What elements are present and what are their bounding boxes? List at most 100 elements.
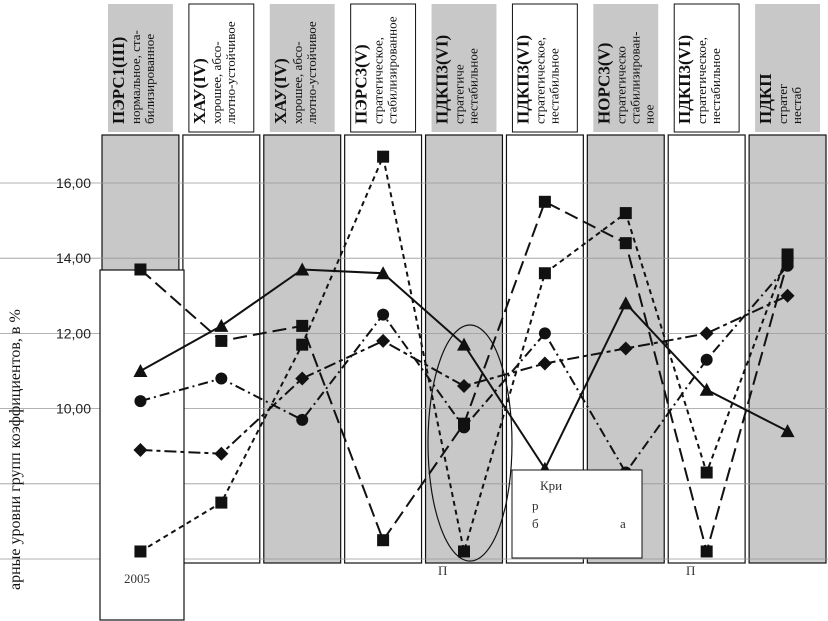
category-desc: нестаб [789,87,804,124]
callout-line: р [532,498,539,513]
data-point [376,333,391,348]
category-code: НОРС3(V) [594,43,613,124]
y-tick-label: 10,00 [56,401,91,417]
category-desc: стратегическо [613,46,628,124]
data-point [700,353,713,366]
category-header-label: ПДКП стратег нестаб [756,74,804,124]
category-header-box [511,3,578,133]
category-code: ПДКП3(VI) [433,35,452,124]
category-desc: лютно-устойчивое [304,21,319,124]
data-point [296,413,309,426]
data-point [619,207,632,220]
category-desc: стратегическое, [694,37,709,124]
category-desc: стратегическое, [532,37,547,124]
y-axis-label: арные уровни групп коэффициентов, в % [7,309,24,590]
category-header-label: ПДКП3(VI) стратегическое, нестабильное [513,35,561,124]
data-point [134,395,147,408]
category-header-box [269,4,335,132]
y-tick-label: 16,00 [56,175,91,191]
data-point [781,248,794,261]
bottom-label: П [686,563,695,578]
data-point [457,337,471,351]
category-code: ХАУ(IV) [271,58,290,124]
data-point [458,421,470,434]
category-header-box [593,4,659,132]
data-point [376,266,391,280]
column-headers: ПЭРС1(III) нормальное, ста-билизированное… [108,3,820,133]
data-point [215,334,228,347]
category-desc: стратег [775,84,790,124]
category-header-label: ХАУ(IV) хорошее, абсо-лютно-устойчивое [271,21,319,124]
category-desc: хорошее, абсо- [209,41,224,124]
data-point [296,319,309,332]
highlight-ellipse [427,324,513,562]
category-code: ПДКП3(VI) [513,35,532,124]
category-desc: стабилизирован- [627,31,642,124]
data-point [134,263,147,276]
series-5 [133,288,795,461]
category-desc: билизированное [142,34,157,124]
series-3 [134,150,794,558]
category-desc: нестабильное [708,48,723,124]
data-point [619,237,632,250]
callout-line: а [620,516,626,531]
callout-line: Кри [540,478,562,493]
category-header-label: ПДКП3(VI) стратегическое, нестабильное [675,35,723,124]
data-point [295,262,310,276]
category-header-label: ПЭРС1(III) нормальное, ста-билизированное [109,30,157,124]
category-desc: стабилизированное [385,16,400,124]
data-point [457,379,471,394]
y-tick-label: 14,00 [56,250,91,266]
data-point [780,288,795,303]
category-header-box [755,4,820,132]
callout-line: б [532,516,539,531]
data-point [214,318,229,332]
category-header-label: НОРС3(V) стратегическо стабилизирован-ное [594,31,656,124]
data-point [215,496,228,509]
data-point [538,267,551,280]
category-band [182,134,261,564]
y-axis: 16,00 14,00 12,00 10,00 арные уровни групп к… [7,175,91,590]
data-point [214,446,229,461]
data-point [780,424,795,438]
y-tick-label: 12,00 [56,325,91,341]
category-code: ХАУ(IV) [190,58,209,124]
category-desc: стратегическое, [371,37,386,124]
series-layer [133,150,795,558]
data-point [700,545,713,558]
category-header-label: ПДКП3(VI) стратегиче нестабильное [433,35,481,124]
bottom-left-year: 2005 [124,571,150,586]
data-point [296,338,309,351]
data-point [618,341,633,356]
category-desc: стратегиче [452,64,467,124]
data-point [377,150,390,163]
category-header-box [350,3,417,133]
category-desc: нормальное, ста- [128,30,143,124]
category-desc: нестабильное [546,48,561,124]
category-band [748,134,827,564]
data-point [458,545,470,558]
category-code: ПДКП [756,74,775,124]
bottom-label: П [438,563,447,578]
series-4 [134,259,794,479]
data-point [215,372,228,385]
category-code: ПЭРС1(III) [109,37,128,124]
series-line [139,153,789,553]
category-code: ПДКП3(VI) [675,35,694,124]
category-header-box [108,4,173,132]
category-header-label: ХАУ(IV) хорошее, абсо-лютно-устойчивое [190,21,238,124]
series-1 [133,262,795,475]
data-point [538,195,551,208]
data-point [618,296,633,310]
data-point [537,356,552,371]
category-header-box [673,3,740,133]
category-band [667,134,746,564]
category-desc: лютно-устойчивое [223,21,238,124]
data-point [699,382,714,396]
category-desc: нестабильное [466,48,481,124]
category-header-box [431,4,497,132]
data-point [781,259,794,272]
series-line [140,294,788,455]
data-point [295,371,310,386]
